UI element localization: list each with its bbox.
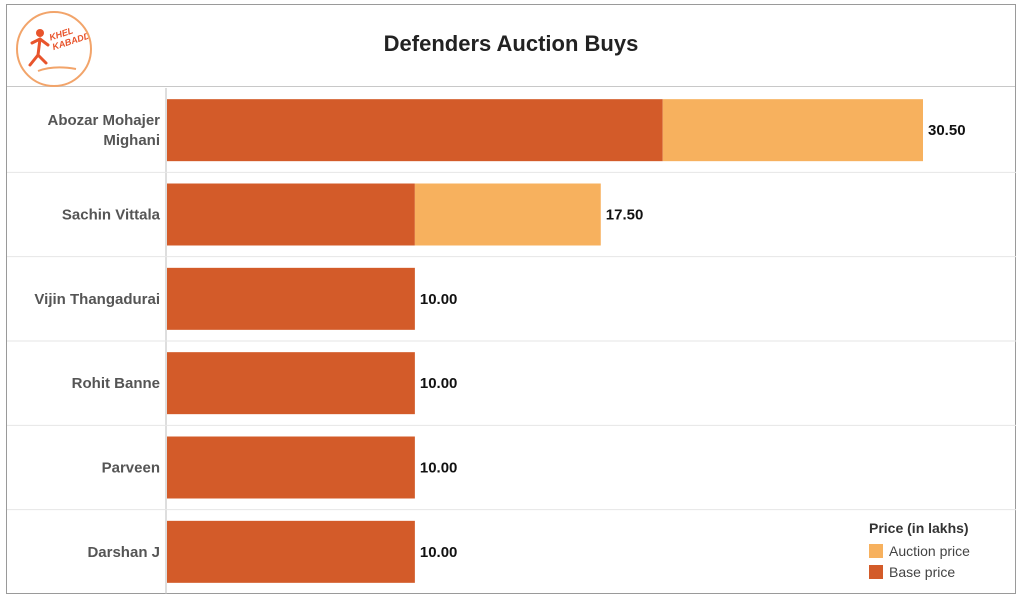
- category-label: Abozar Mohajer: [47, 112, 160, 129]
- bar-auction-price: [662, 99, 923, 162]
- legend-swatch: [869, 543, 883, 558]
- category-label: Rohit Banne: [72, 375, 160, 392]
- category-label: Vijin Thangadurai: [34, 291, 160, 308]
- legend-swatch: [869, 564, 883, 579]
- khel-kabaddi-logo: KHEL KABADDI: [16, 11, 92, 87]
- legend: Price (in lakhs) Auction price Base pric…: [869, 520, 1009, 582]
- legend-item-base: Base price: [869, 561, 1009, 582]
- chart-title: Defenders Auction Buys: [383, 31, 639, 56]
- bar-chart: 30.50 Abozar Mohajer Mighani 17.50 Sachin Vi…: [7, 88, 1016, 594]
- kabaddi-player-icon: [28, 29, 77, 72]
- legend-title: Price (in lakhs): [869, 520, 969, 536]
- legend-item-auction: Auction price: [869, 540, 1009, 561]
- bar-base-price: [167, 183, 415, 246]
- data-label: 30.50: [928, 122, 966, 139]
- category-label: Parveen: [102, 460, 160, 477]
- bar-base-price: [167, 99, 663, 162]
- bar-base-price: [167, 352, 415, 415]
- data-label: 10.00: [420, 291, 458, 308]
- data-label: 10.00: [420, 460, 458, 477]
- category-label: Darshan J: [87, 544, 160, 561]
- chart-frame: KHEL KABADDI Defenders Auction Buys 30.5…: [6, 4, 1016, 594]
- data-label: 10.00: [420, 544, 458, 561]
- legend-label: Base price: [889, 563, 956, 580]
- bar-auction-price: [414, 183, 601, 246]
- category-label: Sachin Vittala: [62, 207, 161, 224]
- bar-base-price: [167, 267, 415, 330]
- category-label: Mighani: [103, 132, 160, 149]
- data-label: 17.50: [606, 207, 644, 224]
- data-label: 10.00: [420, 375, 458, 392]
- chart-header: KHEL KABADDI Defenders Auction Buys: [7, 5, 1015, 87]
- legend-label: Auction price: [889, 542, 970, 559]
- bar-base-price: [167, 520, 415, 583]
- bar-base-price: [167, 436, 415, 499]
